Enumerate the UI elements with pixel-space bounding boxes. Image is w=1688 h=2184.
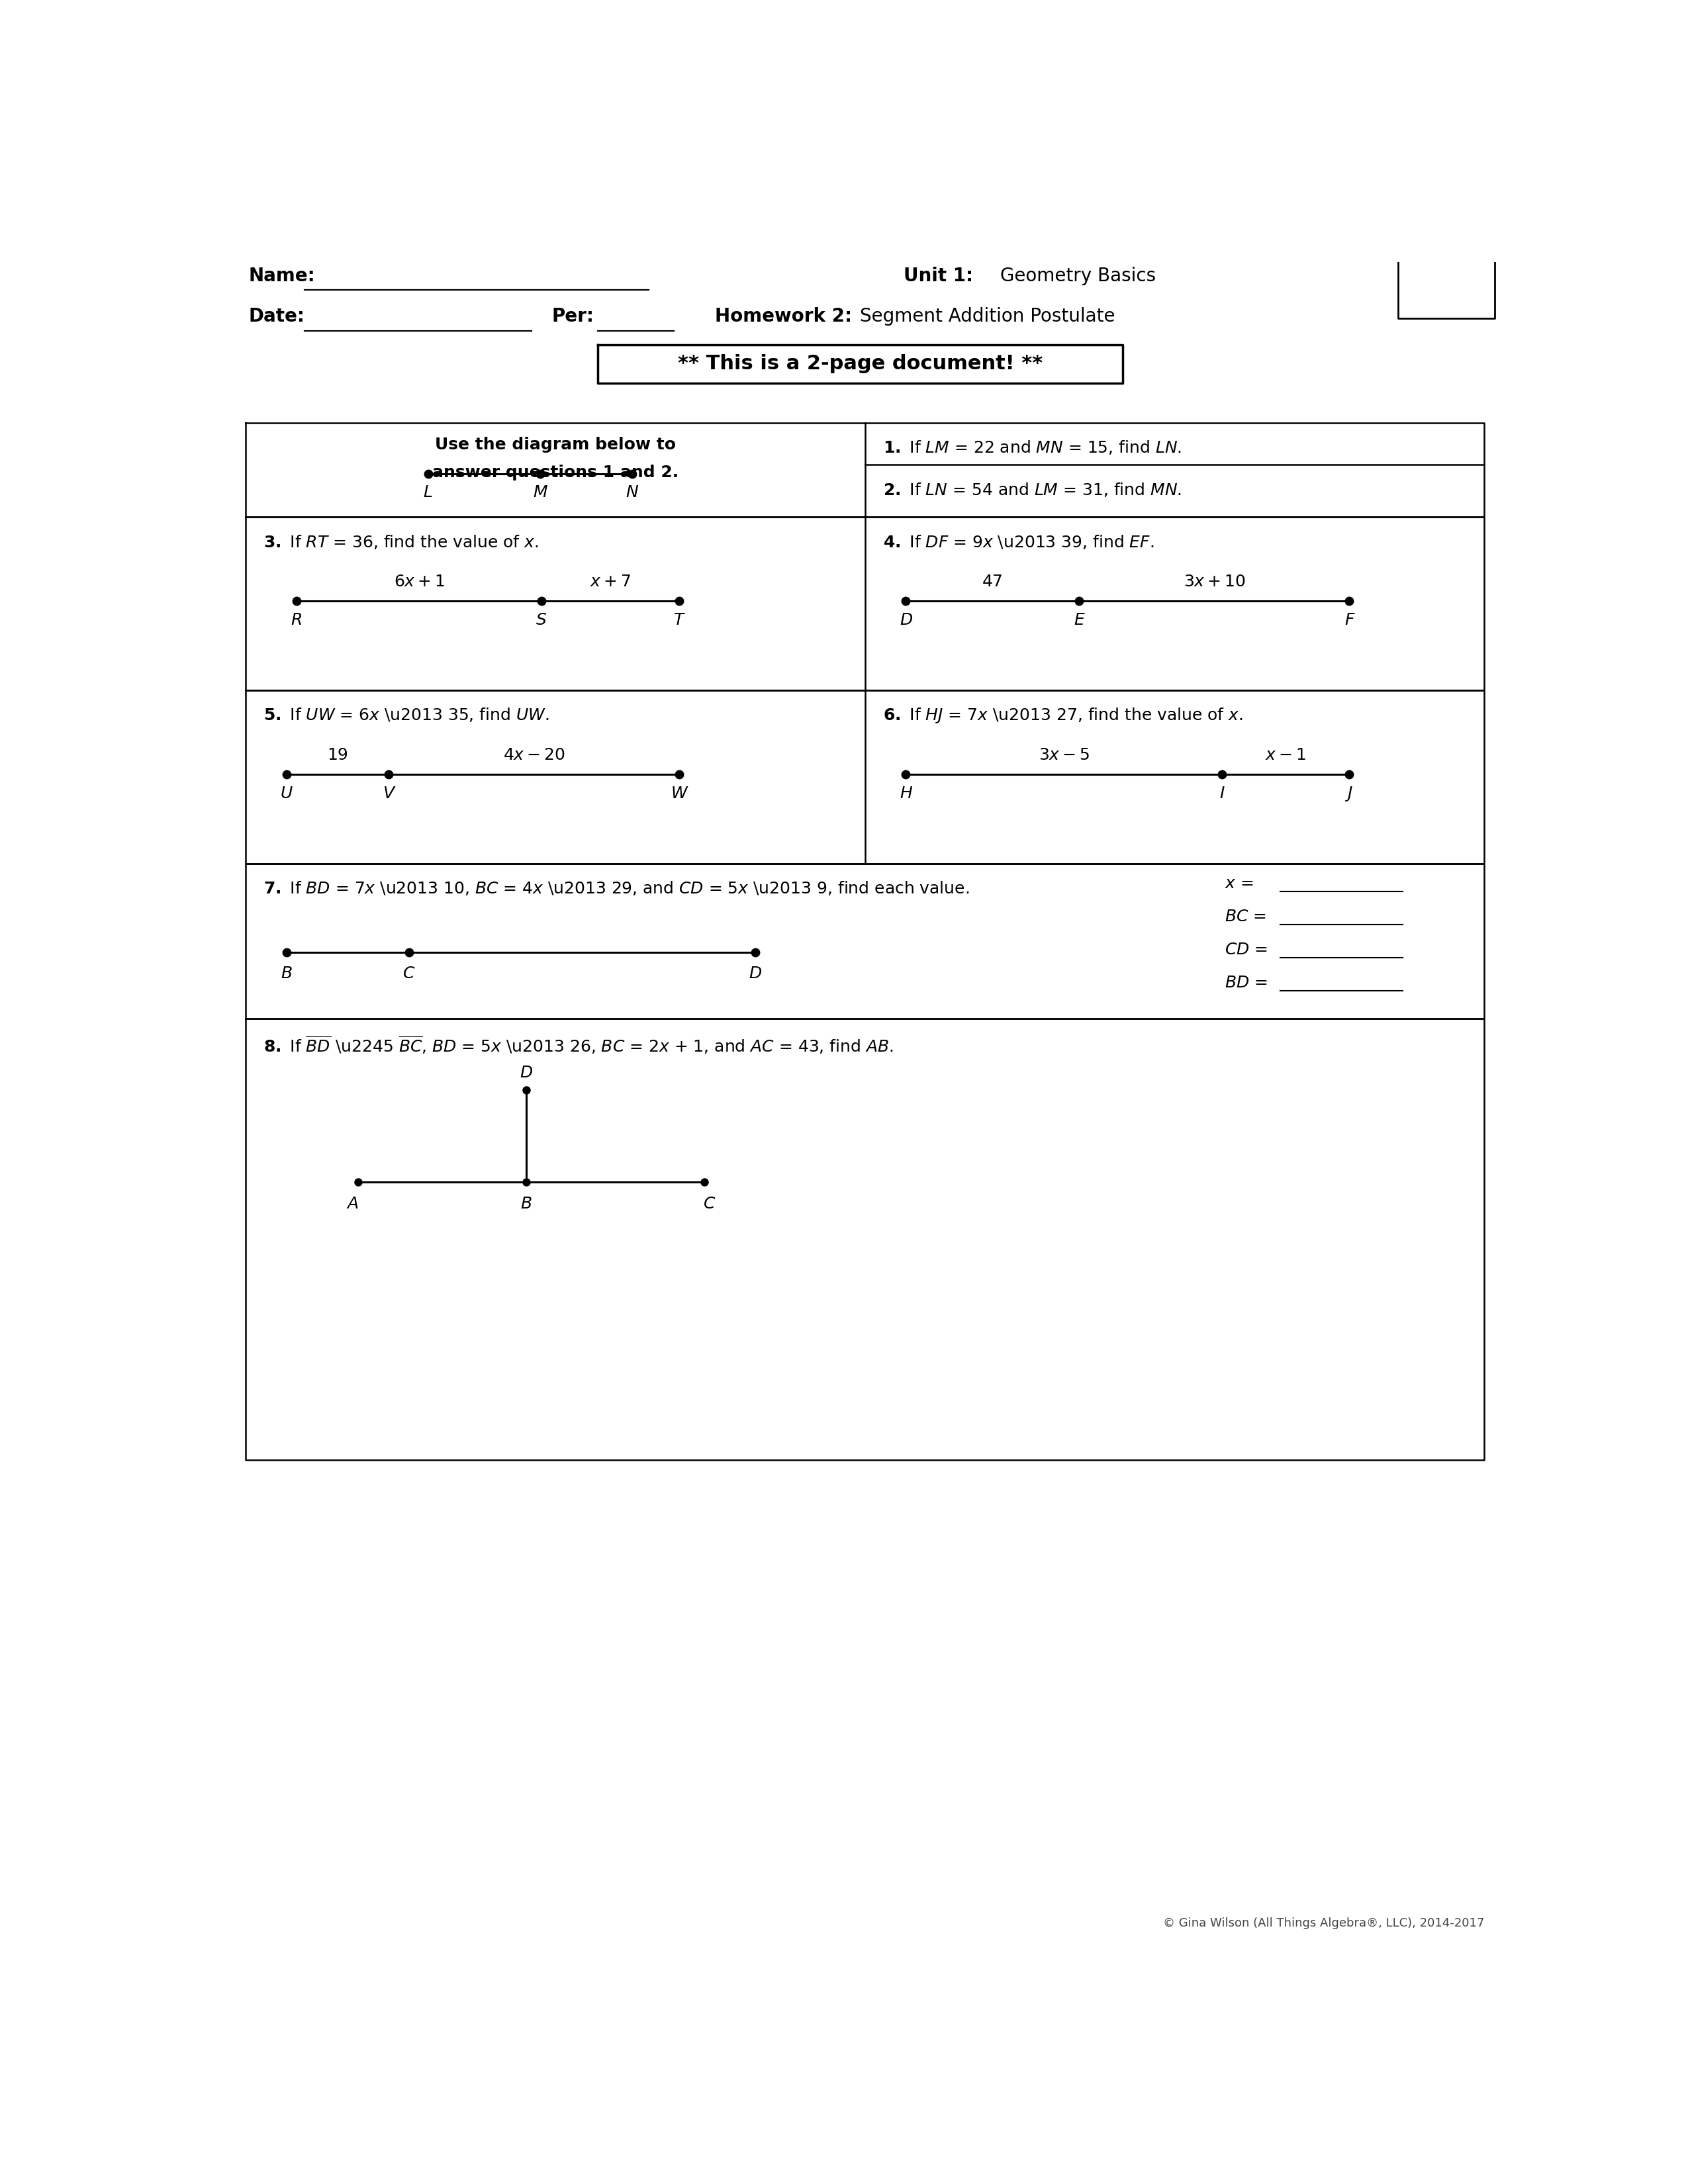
Text: Per:: Per:: [552, 308, 594, 325]
Text: D: D: [749, 965, 761, 981]
Text: $\mathbf{1.}$ If $LM$ = 22 and $MN$ = 15, find $LN$.: $\mathbf{1.}$ If $LM$ = 22 and $MN$ = 15…: [883, 439, 1182, 456]
Text: C: C: [403, 965, 415, 981]
Text: A: A: [348, 1197, 358, 1212]
Text: R: R: [290, 612, 302, 629]
Text: 47: 47: [982, 574, 1003, 590]
Text: $\mathbf{5.}$ If $UW$ = 6$x$ \u2013 35, find $UW$.: $\mathbf{5.}$ If $UW$ = 6$x$ \u2013 35, …: [263, 705, 549, 723]
Text: $\mathbf{6.}$ If $HJ$ = 7$x$ \u2013 27, find the value of $x$.: $\mathbf{6.}$ If $HJ$ = 7$x$ \u2013 27, …: [883, 705, 1242, 725]
Text: H: H: [900, 786, 912, 802]
Text: I: I: [1219, 786, 1224, 802]
Text: Name:: Name:: [248, 266, 316, 286]
Text: N: N: [626, 485, 638, 500]
Text: $x - 1$: $x - 1$: [1266, 747, 1307, 762]
Text: $4x - 20$: $4x - 20$: [503, 747, 565, 762]
Text: $6x + 1$: $6x + 1$: [393, 574, 444, 590]
Text: U: U: [280, 786, 292, 802]
Text: $BD$ =: $BD$ =: [1224, 974, 1268, 992]
Text: Date:: Date:: [248, 308, 304, 325]
Text: J: J: [1347, 786, 1352, 802]
Text: L: L: [424, 485, 432, 500]
Text: $BC$ =: $BC$ =: [1224, 909, 1266, 924]
Text: $x$ =: $x$ =: [1224, 876, 1252, 891]
Text: $\mathbf{2.}$ If $LN$ = 54 and $LM$ = 31, find $MN$.: $\mathbf{2.}$ If $LN$ = 54 and $LM$ = 31…: [883, 480, 1182, 498]
Text: Use the diagram below to: Use the diagram below to: [436, 437, 675, 452]
Text: $3x - 5$: $3x - 5$: [1038, 747, 1089, 762]
Text: Geometry Basics: Geometry Basics: [1001, 266, 1156, 286]
Text: B: B: [520, 1197, 532, 1212]
Text: S: S: [537, 612, 547, 629]
Text: Homework 2:: Homework 2:: [714, 308, 852, 325]
Text: © Gina Wilson (All Things Algebra®, LLC), 2014-2017: © Gina Wilson (All Things Algebra®, LLC)…: [1163, 1918, 1484, 1928]
Text: M: M: [533, 485, 547, 500]
Text: T: T: [674, 612, 684, 629]
Text: $3x + 10$: $3x + 10$: [1183, 574, 1246, 590]
Text: W: W: [670, 786, 687, 802]
Text: C: C: [704, 1197, 716, 1212]
Text: D: D: [900, 612, 912, 629]
Text: V: V: [383, 786, 395, 802]
Text: E: E: [1074, 612, 1084, 629]
Text: $\mathbf{4.}$ If $DF$ = 9$x$ \u2013 39, find $EF$.: $\mathbf{4.}$ If $DF$ = 9$x$ \u2013 39, …: [883, 533, 1155, 550]
Text: D: D: [520, 1066, 532, 1081]
Text: $x + 7$: $x + 7$: [589, 574, 631, 590]
Text: Segment Addition Postulate: Segment Addition Postulate: [859, 308, 1116, 325]
Text: answer questions 1 and 2.: answer questions 1 and 2.: [432, 465, 679, 480]
Text: $\mathbf{7.}$ If $BD$ = 7$x$ \u2013 10, $BC$ = 4$x$ \u2013 29, and $CD$ = 5$x$ \: $\mathbf{7.}$ If $BD$ = 7$x$ \u2013 10, …: [263, 880, 969, 898]
Text: ** This is a 2-page document! **: ** This is a 2-page document! **: [677, 354, 1043, 373]
Text: F: F: [1345, 612, 1354, 629]
Text: $\mathbf{8.}$ If $\overline{BD}$ \u2245 $\overline{BC}$, $BD$ = 5$x$ \u2013 26, : $\mathbf{8.}$ If $\overline{BD}$ \u2245 …: [263, 1035, 893, 1055]
Text: Unit 1:: Unit 1:: [903, 266, 972, 286]
Text: B: B: [280, 965, 292, 981]
Text: $\mathbf{3.}$ If $RT$ = 36, find the value of $x$.: $\mathbf{3.}$ If $RT$ = 36, find the val…: [263, 533, 538, 550]
Text: $CD$ =: $CD$ =: [1224, 941, 1268, 957]
Text: 19: 19: [327, 747, 348, 762]
